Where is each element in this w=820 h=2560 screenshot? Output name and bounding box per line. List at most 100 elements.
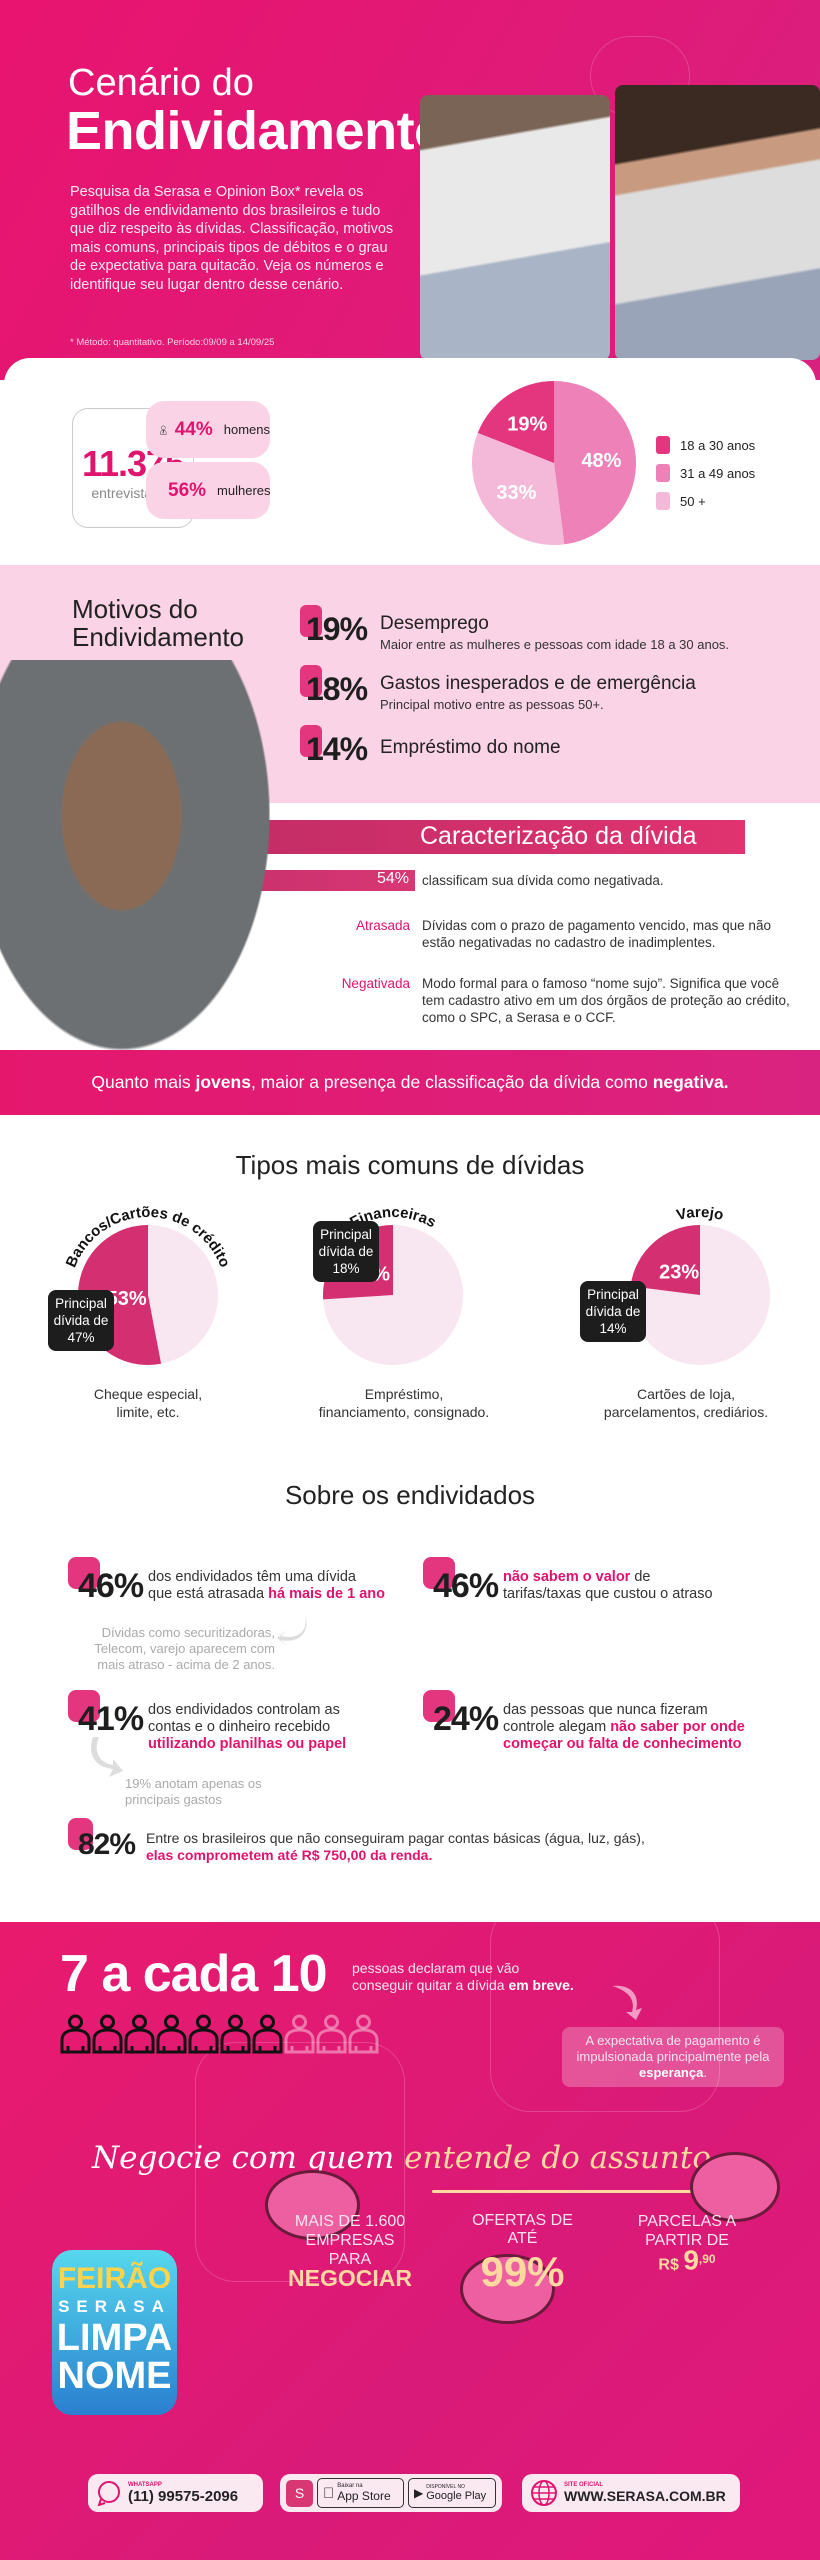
man-photo: [420, 95, 610, 360]
pie-label: 48%: [581, 450, 621, 472]
row-text: Dívidas com o prazo de pagamento vencido…: [422, 918, 771, 950]
site-link[interactable]: SITE OFICIAL WWW.SERASA.COM.BR: [522, 2474, 740, 2512]
lips-icon: [265, 2170, 360, 2240]
pie-title: Varejo: [675, 1204, 725, 1224]
play-icon: ▶: [414, 2486, 424, 2500]
site-url: WWW.SERASA.COM.BR: [564, 2488, 726, 2504]
text: .: [703, 2065, 707, 2080]
slogan-text: Negocie com quem: [92, 2140, 405, 2176]
pie-label: 19%: [507, 414, 547, 436]
offer-installments: PARCELAS A PARTIR DE R$ 9,90: [632, 2212, 742, 2274]
lips-icon: [690, 2152, 780, 2222]
feirao-logo: FEIRÃO SERASA LIMPA NOME: [52, 2250, 177, 2415]
text: A expectativa de pagamento é impulsionad…: [576, 2033, 770, 2064]
accent-square: [68, 1818, 93, 1850]
motivo-sub: Maior entre as mulheres e pessoas com id…: [380, 637, 730, 652]
title-line1: Cenário do: [68, 62, 254, 104]
stat-pct: 41%: [78, 1700, 144, 1738]
person-filled-icon: [124, 2014, 155, 2054]
whatsapp-contact[interactable]: WHATSAPP (11) 99575-2096: [88, 2474, 263, 2512]
legend-swatch: [656, 464, 670, 482]
badge-label: App Store: [326, 2489, 390, 2503]
offer-cents: ,90: [698, 2252, 716, 2266]
stat-highlight: não saber por onde: [610, 1719, 745, 1735]
accent-square: [423, 1690, 455, 1722]
accent-square: [300, 605, 322, 637]
google-play-button[interactable]: ▶ DISPONÍVEL NO Google Play: [408, 2478, 496, 2508]
stat-pct: 24%: [433, 1700, 499, 1738]
stat-text: controle alegam: [503, 1719, 611, 1735]
person-filled-icon: [92, 2014, 123, 2054]
women-pill: 56% mulheres: [146, 462, 271, 519]
debt-type-pies: 53%Bancos/Cartões de crédito26%Financeir…: [63, 1204, 770, 1365]
stat-text: dos endividados têm uma dívida: [148, 1569, 356, 1585]
whatsapp-label: WHATSAPP: [128, 2481, 162, 2488]
caption-line: limite, etc.: [116, 1404, 180, 1420]
people-icons: [60, 2014, 379, 2054]
person-filled-icon: [252, 2014, 283, 2054]
offer-big: 99%: [480, 2248, 565, 2295]
offer-line: PARTIR DE: [645, 2232, 729, 2249]
logo-word: FEIRÃO: [57, 2262, 172, 2295]
pie-label: 23%: [659, 1261, 699, 1283]
pie-label: 33%: [496, 482, 536, 504]
offer-big: NEGOCIAR: [288, 2265, 412, 2291]
footnote: * Método: quantitativo. Período:09/09 a …: [70, 337, 275, 348]
offer-line: MAIS DE 1.600: [294, 2213, 406, 2230]
stat-text: tarifas/taxas que custou o atraso: [503, 1586, 713, 1602]
sobre-title: Sobre os endividados: [284, 1480, 536, 1510]
pie-slice: [630, 1225, 700, 1295]
stat-text: contas e o dinheiro recebido: [148, 1719, 331, 1735]
woman-photo: [615, 85, 820, 360]
legend-label: 50 +: [680, 493, 706, 509]
logo-word: SERASA: [58, 2297, 171, 2316]
serasa-app-icon[interactable]: S: [286, 2479, 313, 2507]
banner-text: , maior a presença de classificação da d…: [250, 1072, 653, 1092]
pie-caption: Cartões de loja, parcelamentos, crediário…: [586, 1385, 786, 1421]
person-faded-icon: [316, 2014, 347, 2054]
caption-line: Cheque especial,: [93, 1386, 203, 1402]
stat-text: que está atrasada: [148, 1586, 269, 1602]
stat-text: das pessoas que nunca fizeram: [503, 1702, 708, 1718]
offer-line: OFERTAS DE ATÉ: [472, 2212, 573, 2247]
accent-square: [68, 1690, 100, 1722]
row-text: Modo formal para o famoso “nome sujo”. S…: [422, 976, 790, 1025]
legend-label: 31 a 49 anos: [680, 465, 756, 481]
person-filled-icon: [220, 2014, 251, 2054]
motivo-title: Desemprego: [380, 613, 489, 634]
expectativa-text: pessoas declaram que vão conseguir quitar…: [352, 1960, 574, 1994]
stat-highlight: começar ou falta de conhecimento: [503, 1736, 742, 1752]
seven-of-ten: 7 a cada 10: [60, 1945, 328, 2003]
caption-line: parcelamentos, crediários.: [603, 1404, 769, 1420]
motivo-title: Empréstimo do nome: [380, 737, 561, 758]
caption-line: financiamento, consignado.: [318, 1404, 490, 1420]
youth-banner: Quanto mais jovens, maior a presença de …: [0, 1050, 820, 1115]
legend-item: 18 a 30 anos: [656, 436, 755, 454]
apple-icon: : [323, 2485, 334, 2502]
offer-companies: MAIS DE 1.600 EMPRESAS PARA NEGOCIAR: [285, 2212, 415, 2291]
accent-square: [300, 665, 322, 697]
legend-swatch: [656, 436, 670, 454]
person-filled-icon: [188, 2014, 219, 2054]
stat-highlight: elas comprometem até R$ 750,00 da renda.: [146, 1847, 433, 1863]
badge-small: Baixar na: [326, 2483, 362, 2489]
legend-item: 50 +: [656, 492, 706, 510]
stat-highlight: há mais de 1 ano: [268, 1586, 385, 1602]
legend-swatch: [656, 492, 670, 510]
banner-text: Quanto mais: [91, 1072, 196, 1092]
intro-text: Pesquisa da Serasa e Opinion Box* revela…: [70, 184, 394, 293]
pie-slice: [554, 381, 636, 545]
legend-label: 18 a 30 anos: [680, 437, 756, 453]
pie-slice: [471, 432, 565, 545]
negativada-text: classificam sua dívida como negativada.: [422, 873, 664, 888]
stat-note: 19% anotam apenas os principais gastos: [125, 1776, 262, 1807]
bold-text: em breve.: [508, 1977, 574, 1993]
badge-label: Google Play: [426, 2490, 487, 2502]
tipos-title: Tipos mais comuns de dívidas: [235, 1150, 585, 1180]
hero-section: Cenário do Endividamento Pesquisa da Ser…: [0, 0, 820, 380]
principal-tag: Principal dívida de 47%: [48, 1290, 114, 1351]
offer-currency: R$: [658, 2256, 679, 2274]
lips-icon: [460, 2254, 555, 2324]
